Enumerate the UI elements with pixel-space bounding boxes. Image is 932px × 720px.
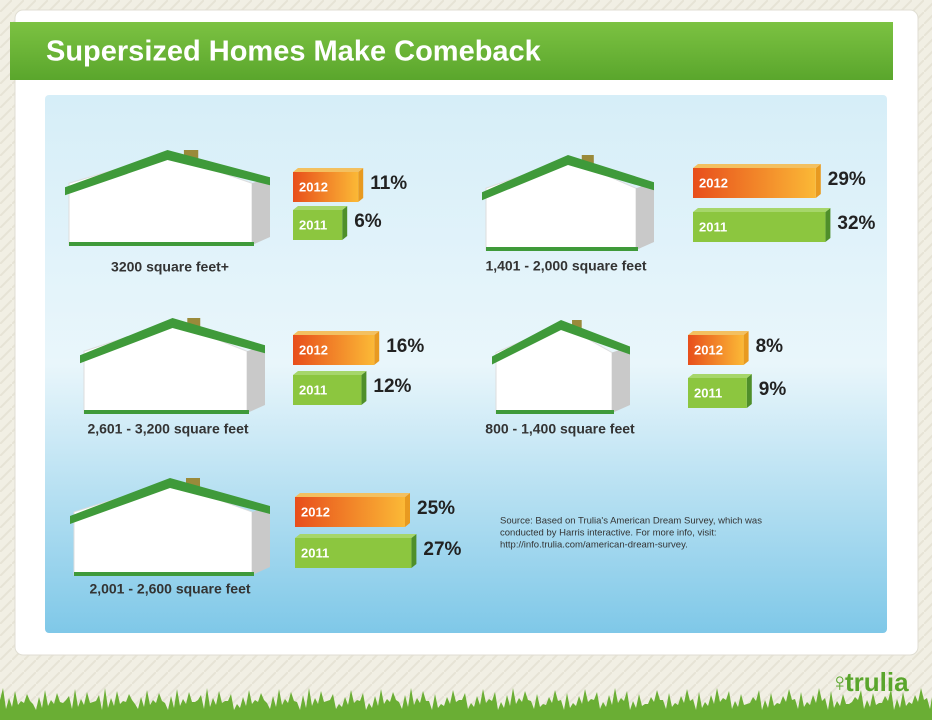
header-bar <box>10 22 893 80</box>
bar-value: 25% <box>417 498 455 519</box>
bar-value: 16% <box>386 336 424 357</box>
house-side <box>636 182 654 250</box>
bar-top <box>293 371 367 375</box>
bar-edge <box>411 534 417 568</box>
house-roof <box>80 318 265 364</box>
size-label: 800 - 1,400 square feet <box>485 421 635 437</box>
bar-top <box>293 206 348 210</box>
bar-value: 32% <box>837 213 875 234</box>
bar-edge <box>746 374 752 408</box>
bar-year: 2011 <box>299 382 327 397</box>
house-base <box>486 247 638 251</box>
logo: trulia <box>845 667 909 697</box>
house-side <box>252 177 270 245</box>
bar-year: 2012 <box>299 342 328 357</box>
bar-top <box>688 331 749 335</box>
title: Supersized Homes Make Comeback <box>46 36 542 68</box>
bar-value: 27% <box>423 539 461 560</box>
house-side <box>612 346 630 413</box>
house-roof <box>482 155 654 201</box>
source-note: conducted by Harris interactive. For mor… <box>500 528 716 539</box>
bar <box>295 497 405 527</box>
house-side <box>247 345 265 413</box>
bar-year: 2012 <box>694 342 723 357</box>
bar-value: 9% <box>759 379 787 400</box>
bar <box>295 538 412 568</box>
bar-edge <box>361 371 367 405</box>
bar-top <box>693 164 821 168</box>
bar-edge <box>374 331 380 365</box>
bar-top <box>293 331 380 335</box>
bar-year: 2011 <box>301 545 329 560</box>
bar-edge <box>342 206 348 240</box>
house-base <box>74 572 254 576</box>
bar-edge <box>358 168 364 202</box>
bar <box>688 378 747 408</box>
bar-top <box>295 493 410 497</box>
bar-year: 2011 <box>694 385 722 400</box>
bar-year: 2012 <box>299 179 328 194</box>
bar <box>293 172 359 202</box>
bar-value: 29% <box>828 169 866 190</box>
bar-top <box>693 208 831 212</box>
size-label: 2,001 - 2,600 square feet <box>89 581 250 597</box>
bar-edge <box>825 208 831 242</box>
size-label: 2,601 - 3,200 square feet <box>87 421 248 437</box>
bar <box>293 335 375 365</box>
bar-edge <box>405 493 410 527</box>
bar-year: 2011 <box>299 217 327 232</box>
bar-value: 8% <box>756 336 784 357</box>
house-roof <box>65 150 270 196</box>
house-base <box>69 242 254 246</box>
house-roof <box>492 320 630 365</box>
grass <box>0 688 932 720</box>
bar-edge <box>815 164 821 198</box>
house-side <box>252 505 270 575</box>
bar-edge <box>743 331 749 365</box>
bar-top <box>295 534 417 538</box>
bar <box>693 168 816 198</box>
bar <box>293 210 343 240</box>
bar-value: 6% <box>354 211 382 232</box>
bar <box>293 375 362 405</box>
house-roof <box>70 478 270 524</box>
bar-top <box>688 374 752 378</box>
size-label: 3200 square feet+ <box>111 259 229 275</box>
grass-blades <box>0 688 932 720</box>
bar-year: 2012 <box>699 175 728 190</box>
house-base <box>496 410 614 414</box>
logo-pin: ♀ <box>830 667 850 697</box>
bar-year: 2012 <box>301 504 330 519</box>
bar <box>693 212 826 242</box>
bar-top <box>293 168 364 172</box>
house-base <box>84 410 249 414</box>
source-note: Source: Based on Trulia's American Dream… <box>500 516 762 527</box>
bar-value: 11% <box>370 173 407 194</box>
size-label: 1,401 - 2,000 square feet <box>485 258 646 274</box>
bar-year: 2011 <box>699 219 727 234</box>
bar <box>688 335 744 365</box>
source-note: http://info.trulia.com/american-dream-su… <box>500 540 688 551</box>
bar-value: 12% <box>373 376 411 397</box>
